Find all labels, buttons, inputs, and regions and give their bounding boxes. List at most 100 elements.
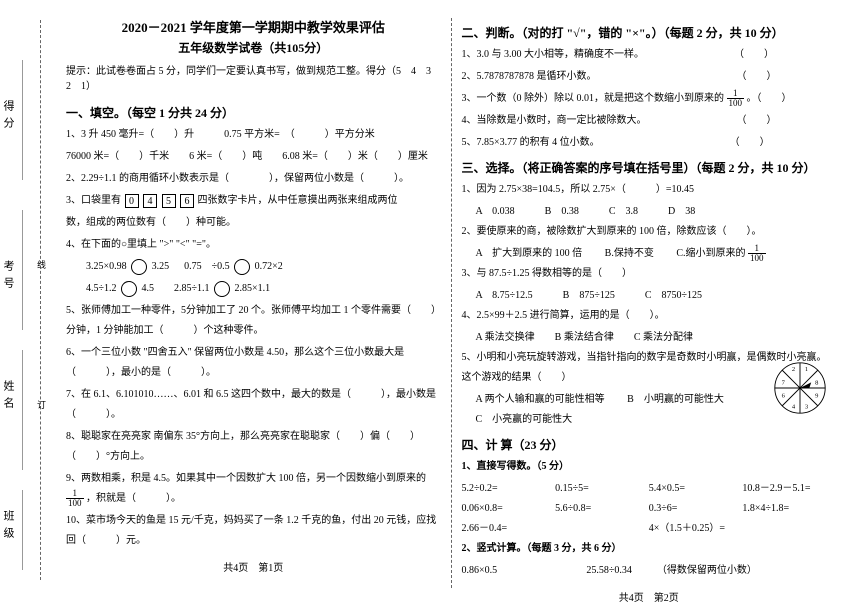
svg-text:2: 2 xyxy=(792,366,795,373)
compare-circle[interactable] xyxy=(234,259,250,275)
calc-item: 4×（1.5＋0.25）= xyxy=(649,519,836,539)
page-2: 二、判断。（对的打 "√"，错的 "×"。）（每题 2 分，共 10 分） 1、… xyxy=(452,18,847,588)
calc-item: 0.86×0.5 xyxy=(462,561,587,581)
side-label-name: 姓名 xyxy=(0,380,16,414)
q4-h1: 1、直接写得数。（5 分） xyxy=(462,457,837,477)
compare-circle[interactable] xyxy=(214,281,230,297)
compare-circle[interactable] xyxy=(131,259,147,275)
svg-text:1: 1 xyxy=(805,366,808,373)
opt-a: A 两个人输和赢的可能性相等 xyxy=(476,394,605,405)
section-4-heading: 四、计 算（23 分） xyxy=(462,436,837,453)
calc-item: 10.8－2.9－5.1= xyxy=(742,479,836,499)
q2-3a: 3、一个数（0 除外）除以 0.01，就是把这个数缩小到原来的 xyxy=(462,93,725,104)
q1-2: 2、2.29÷1.1 的商用循环小数表示是（ ），保留两位小数是（ ）。 xyxy=(66,169,441,189)
q1-5: 5、张师傅加工一种零件，5分钟加工了 20 个。张师傅平均加工 1 个零件需要（… xyxy=(66,301,441,341)
q2-3: 3、一个数（0 除外）除以 0.01，就是把这个数缩小到原来的 1100 。（ … xyxy=(462,89,837,109)
opt-b: B 小明赢的可能性大 xyxy=(627,394,724,405)
cmp-left: 3.25×0.98 xyxy=(86,261,127,272)
digit-box: 4 xyxy=(143,194,157,208)
q2-5: 5、7.85×3.77 的积有 4 位小数。 （ ） xyxy=(462,133,837,153)
q2-3b: 。（ ） xyxy=(747,93,792,104)
calc-item: 25.58÷0.34 （得数保留两位小数） xyxy=(586,561,836,581)
q1-10: 10、菜市场今天的鱼是 15 元/千克，妈妈买了一条 1.2 千克的鱼，付出 2… xyxy=(66,511,441,551)
fold-label: 订 xyxy=(35,400,48,409)
fold-line xyxy=(40,20,41,580)
spinner-diagram: 18 93 46 72 xyxy=(772,360,828,416)
q3-4: 4、2.5×99＋2.5 进行简算，运用的是（ ）。 xyxy=(462,306,837,326)
calc-item: 0.06×0.8= xyxy=(462,499,556,519)
section-1-heading: 一、填空。（每空 1 分共 24 分） xyxy=(66,104,441,121)
q1-4-row1: 3.25×0.98 3.25 0.75 ÷0.5 0.72×2 xyxy=(66,257,441,277)
page-footer-2: 共4页 第2页 xyxy=(462,589,837,604)
side-line xyxy=(22,350,23,470)
side-label-id: 考号 xyxy=(0,260,16,294)
q3-1-opts: A 0.038 B 0.38 C 3.8 D 38 xyxy=(462,202,837,222)
q3-2-opts: A 扩大到原来的 100 倍 B.保持不变 C.缩小到原来的 1100 xyxy=(462,244,837,264)
q1-6: 6、一个三位小数 "四舍五入" 保留两位小数是 4.50，那么这个三位小数最大是… xyxy=(66,343,441,383)
opt-c: C 小亮赢的可能性大 xyxy=(476,414,573,425)
fold-label: 线 xyxy=(35,260,48,269)
svg-text:4: 4 xyxy=(792,404,796,411)
side-line xyxy=(22,60,23,180)
svg-text:6: 6 xyxy=(782,392,786,399)
fraction-1-100: 1100 xyxy=(727,89,745,108)
page-1: 2020－2021 学年度第一学期期中教学效果评估 五年级数学试卷（共105分）… xyxy=(56,18,451,588)
svg-text:9: 9 xyxy=(815,392,818,399)
page-footer-1: 共4页 第1页 xyxy=(66,559,441,574)
cmp-left: 4.5÷1.2 xyxy=(86,283,117,294)
q1-3: 3、口袋里有 0 4 5 6 四张数字卡片，从中任意摸出两张来组成两位 xyxy=(66,191,441,211)
section-2-heading: 二、判断。（对的打 "√"，错的 "×"。）（每题 2 分，共 10 分） xyxy=(462,24,837,41)
digit-box: 5 xyxy=(162,194,176,208)
q3-3-opts: A 8.75÷12.5 B 875÷125 C 8750÷125 xyxy=(462,286,837,306)
calc-row: 0.06×0.8= 5.6÷0.8= 0.3÷6= 1.8×4÷1.8= xyxy=(462,499,837,519)
cmp-left: 0.75 ÷0.5 xyxy=(184,261,230,272)
q1-3-text-b: 四张数字卡片，从中任意摸出两张来组成两位 xyxy=(198,195,398,206)
section-3-heading: 三、选择。（将正确答案的序号填在括号里）（每题 2 分，共 10 分） xyxy=(462,159,837,176)
q1-4-row2: 4.5÷1.2 4.5 2.85÷1.1 2.85×1.1 xyxy=(66,279,441,299)
fraction-1-100: 1100 xyxy=(748,244,766,263)
exam-subtitle: 五年级数学试卷（共105分） xyxy=(66,39,441,56)
svg-text:7: 7 xyxy=(782,379,786,386)
calc-row: 2.66－0.4= 4×（1.5＋0.25）= xyxy=(462,519,837,539)
calc-item: 5.2÷0.2= xyxy=(462,479,556,499)
calc-item xyxy=(555,519,649,539)
calc-item: 5.6÷0.8= xyxy=(555,499,649,519)
calc-item: 2.66－0.4= xyxy=(462,519,556,539)
calc-row: 0.86×0.5 25.58÷0.34 （得数保留两位小数） xyxy=(462,561,837,581)
opt-c: C.缩小到原来的 xyxy=(676,248,745,259)
q1-1a: 1、3 升 450 毫升=（ ）升 0.75 平方米= （ ）平方分米 xyxy=(66,125,441,145)
side-line xyxy=(22,490,23,570)
q1-9: 9、两数相乘，积是 4.5。如果其中一个因数扩大 100 倍，另一个因数缩小到原… xyxy=(66,469,441,509)
q1-9b: ，积就是（ ）。 xyxy=(86,493,181,504)
calc-item: 0.15÷5= xyxy=(555,479,649,499)
exam-hint: 提示：此试卷卷面占 5 分，同学们一定要认真书写，做到规范工整。得分（5 4 3… xyxy=(66,64,441,94)
q4-h2: 2、竖式计算。（每题 3 分，共 6 分） xyxy=(462,539,837,559)
q2-2: 2、5.7878787878 是循环小数。 （ ） xyxy=(462,67,837,87)
compare-circle[interactable] xyxy=(121,281,137,297)
cmp-right: 2.85×1.1 xyxy=(235,283,271,294)
svg-text:8: 8 xyxy=(815,379,819,386)
calc-item: 5.4×0.5= xyxy=(649,479,743,499)
q1-7: 7、在 6.1、6.101010……、6.01 和 6.5 这四个数中，最大的数… xyxy=(66,385,441,425)
digit-box: 0 xyxy=(125,194,139,208)
side-label-score: 得分 xyxy=(0,100,16,134)
cmp-right: 0.72×2 xyxy=(255,261,283,272)
digit-box: 6 xyxy=(180,194,194,208)
pages-container: 2020－2021 学年度第一学期期中教学效果评估 五年级数学试卷（共105分）… xyxy=(56,18,846,588)
cmp-right: 4.5 xyxy=(142,283,155,294)
q2-1: 1、3.0 与 3.00 大小相等，精确度不一样。 （ ） xyxy=(462,45,837,65)
side-line xyxy=(22,210,23,330)
cmp-right: 3.25 xyxy=(152,261,170,272)
q3-1: 1、因为 2.75×38=104.5，所以 2.75×（ ）=10.45 xyxy=(462,180,837,200)
opt-a: A 扩大到原来的 100 倍 xyxy=(476,248,583,259)
q3-2: 2、要使原来的商，被除数扩大到原来的 100 倍，除数应该（ ）。 xyxy=(462,222,837,242)
q3-4-opts: A 乘法交换律 B 乘法结合律 C 乘法分配律 xyxy=(462,328,837,348)
q1-3-text-a: 3、口袋里有 xyxy=(66,195,121,206)
cmp-left: 2.85÷1.1 xyxy=(174,283,210,294)
q2-4: 4、当除数是小数时，商一定比被除数大。 （ ） xyxy=(462,111,837,131)
q1-9a: 9、两数相乘，积是 4.5。如果其中一个因数扩大 100 倍，另一个因数缩小到原… xyxy=(66,473,426,484)
calc-item: 1.8×4÷1.8= xyxy=(742,499,836,519)
q1-3c: 数，组成的两位数有（ ）种可能。 xyxy=(66,213,441,233)
exam-title: 2020－2021 学年度第一学期期中教学效果评估 xyxy=(66,18,441,39)
q3-3: 3、与 87.5÷1.25 得数相等的是（ ） xyxy=(462,264,837,284)
